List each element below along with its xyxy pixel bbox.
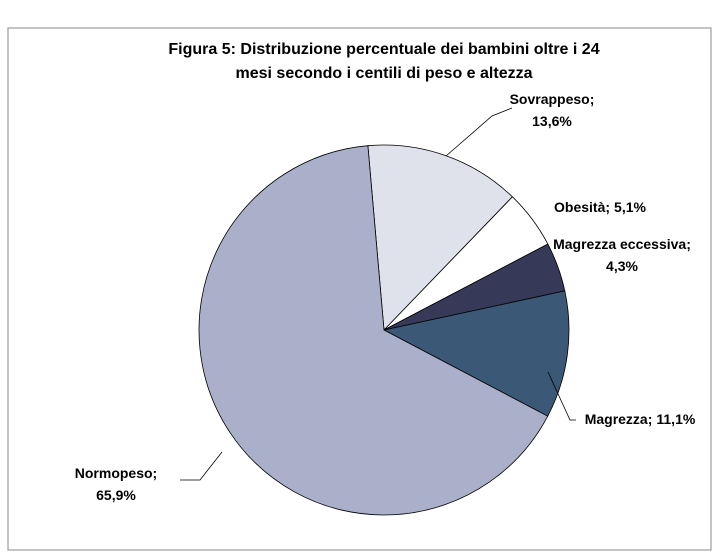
category-label: Magrezza; — [585, 411, 653, 427]
value-label: 5,1% — [614, 199, 646, 215]
value-label: 4,3% — [606, 258, 638, 274]
data-label: Normopeso; 65,9% — [75, 465, 157, 503]
data-label: Obesità; 5,1% — [554, 199, 646, 215]
pie-slice — [367, 144, 513, 331]
category-label: Magrezza eccessiva; — [553, 236, 691, 252]
category-label: Obesità; — [554, 199, 610, 215]
data-label: Magrezza eccessiva; 4,3% — [553, 236, 691, 274]
chart-title: mesi secondo i centili di peso e altezza — [236, 65, 533, 82]
pie-slice — [198, 145, 549, 516]
leader-line — [445, 107, 513, 157]
value-label: 13,6% — [532, 113, 572, 129]
category-label: Sovrappeso; — [510, 91, 595, 107]
chart-title: Figura 5: Distribuzione percentuale dei … — [168, 41, 599, 58]
leader-line — [547, 371, 576, 421]
value-label: 65,9% — [96, 487, 136, 503]
pie-slice — [382, 290, 570, 417]
leader-line — [180, 451, 223, 481]
data-label: Magrezza; 11,1% — [585, 411, 696, 427]
value-label: 11,1% — [656, 411, 695, 427]
data-label: Sovrappeso; 13,6% — [510, 91, 595, 129]
category-label: Normopeso; — [75, 465, 157, 481]
